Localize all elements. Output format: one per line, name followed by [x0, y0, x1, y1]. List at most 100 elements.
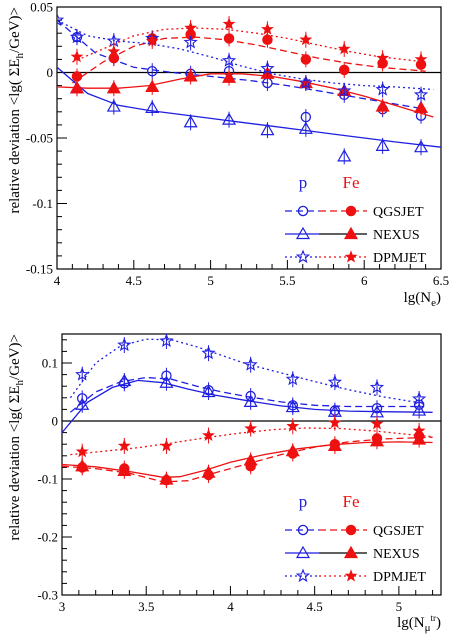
chart-panel-1: 4 4.5 5 5.5 6 6.5 -0.15 -0.1 -0.05 0 0.05 lg(Ne) rel… — [7, 0, 449, 309]
dpmjet-p-point — [298, 75, 313, 90]
dpmjet-p-point — [260, 61, 275, 75]
dpmjet-fe-fit-line — [72, 27, 426, 63]
legend-header-p: p — [299, 492, 308, 511]
dpmjet-fe-point — [107, 44, 121, 58]
legend-label-dpmjet: DPMJET — [373, 570, 426, 585]
chart-panel-2: 3 3.5 4 4.5 5 -0.3 -0.2 -0.1 0 0.1 lg(Nμtr) relativ… — [7, 333, 442, 634]
nexus-fe-point — [159, 472, 174, 485]
legend: p Fe QGSJET NEXUS DPMJET — [285, 492, 426, 585]
y-axis-label: relative deviation <lg( ΣEh/GeV)> — [7, 334, 26, 541]
qgsjet-fe-point — [300, 54, 312, 65]
nexus-p-point — [375, 138, 390, 151]
dpmjet-fe-point — [117, 439, 131, 452]
legend-marker-nexus-fe — [343, 226, 359, 240]
dpmjet-p-point — [285, 371, 300, 386]
y-tick-label: -0.1 — [32, 196, 53, 211]
nexus-fe-point — [413, 100, 429, 113]
nexus-p-point — [117, 373, 132, 387]
x-tick-label: 4 — [54, 273, 61, 288]
y-tick-label: -0.2 — [37, 530, 58, 545]
x-axis-label: lg(Nμtr) — [397, 613, 441, 634]
legend-header-p: p — [299, 173, 308, 192]
nexus-p-point — [298, 121, 313, 134]
nexus-fe-point — [69, 81, 85, 94]
x-tick-label: 5 — [396, 599, 403, 614]
dpmjet-fe-point — [414, 52, 428, 65]
nexus-fe-point — [375, 99, 390, 112]
nexus-p-point — [75, 397, 90, 410]
nexus-p-point — [183, 115, 198, 128]
legend-marker-qgsjet-p — [297, 205, 309, 217]
dpmjet-p-point — [375, 82, 390, 96]
dpmjet-fe-point — [286, 419, 300, 432]
nexus-p-point — [159, 375, 174, 388]
qgsjet-fe-point — [338, 64, 350, 76]
nexus-p-point — [337, 149, 352, 162]
nexus-p-point — [106, 99, 121, 112]
dpmjet-p-fit-line — [57, 19, 434, 91]
legend-marker-dpmjet-fe — [344, 569, 358, 582]
dpmjet-p-point — [327, 374, 343, 389]
qgsjet-p-fit-line — [57, 19, 426, 110]
qgsjet-fe-point — [71, 71, 83, 82]
y-tick-label: 0.1 — [42, 356, 58, 371]
qgsjet-fe-point — [223, 33, 235, 44]
legend-marker-dpmjet-p — [295, 568, 311, 583]
plot-area — [57, 12, 441, 165]
legend-label-dpmjet: DPMJET — [373, 251, 426, 266]
nexus-fe-point — [243, 453, 258, 466]
dpmjet-fe-point — [299, 32, 313, 46]
legend-marker-dpmjet-fe — [344, 250, 358, 263]
dpmjet-p-point — [57, 12, 65, 27]
dpmjet-fe-point — [145, 34, 159, 47]
nexus-fe-point — [145, 79, 160, 93]
legend: p Fe QGSJET NEXUS DPMJET — [285, 173, 426, 266]
y-tick-label: 0 — [52, 414, 59, 429]
legend-marker-qgsjet-fe — [345, 524, 357, 536]
nexus-fe-point — [75, 459, 90, 472]
nexus-fe-point — [201, 465, 216, 478]
dpmjet-p-point — [117, 337, 132, 352]
qgsjet-p-point — [146, 65, 158, 77]
nexus-p-fit-line — [57, 66, 441, 148]
legend-marker-nexus-fe — [343, 545, 359, 559]
dpmjet-p-point — [369, 379, 385, 394]
dpmjet-fe-point — [244, 421, 258, 435]
qgsjet-fe-fit-line — [72, 36, 426, 84]
dpmjet-fe-point — [70, 50, 84, 63]
dpmjet-fe-point — [370, 417, 384, 430]
legend-marker-qgsjet-p — [297, 524, 309, 536]
dpmjet-fe-point — [261, 22, 274, 35]
nexus-p-point — [201, 384, 216, 398]
legend-header-fe: Fe — [343, 173, 360, 192]
nexus-p-point — [413, 139, 429, 153]
nexus-fe-point — [106, 81, 121, 94]
dpmjet-fe-fit-line — [70, 427, 433, 456]
nexus-fe-fit-line — [62, 441, 433, 478]
x-tick-label: 6.5 — [433, 273, 449, 288]
nexus-fe-point — [285, 443, 300, 457]
dpmjet-fe-point — [75, 444, 89, 458]
y-tick-label: -0.05 — [26, 131, 53, 146]
x-tick-label: 5.5 — [279, 273, 295, 288]
nexus-fe-point — [221, 70, 237, 83]
y-tick-label: -0.3 — [37, 588, 58, 603]
legend-label-qgsjet: QGSJET — [373, 524, 424, 539]
legend-label-nexus: NEXUS — [373, 547, 420, 562]
y-tick-label: 0.05 — [30, 0, 53, 15]
legend-marker-nexus-p — [295, 226, 311, 240]
dpmjet-fe-point — [328, 415, 342, 429]
dpmjet-p-point — [413, 87, 429, 101]
x-tick-label: 4 — [227, 599, 234, 614]
legend-label-nexus: NEXUS — [373, 228, 420, 243]
y-tick-label: 0 — [47, 65, 54, 80]
x-tick-label: 4.5 — [307, 599, 323, 614]
dpmjet-p-point — [243, 357, 258, 371]
dpmjet-fe-point — [160, 439, 173, 452]
x-tick-label: 4.5 — [126, 273, 142, 288]
dpmjet-p-point — [201, 345, 216, 360]
nexus-p-point — [221, 112, 237, 125]
legend-label-qgsjet: QGSJET — [373, 205, 424, 220]
dpmjet-fe-point — [202, 428, 215, 441]
